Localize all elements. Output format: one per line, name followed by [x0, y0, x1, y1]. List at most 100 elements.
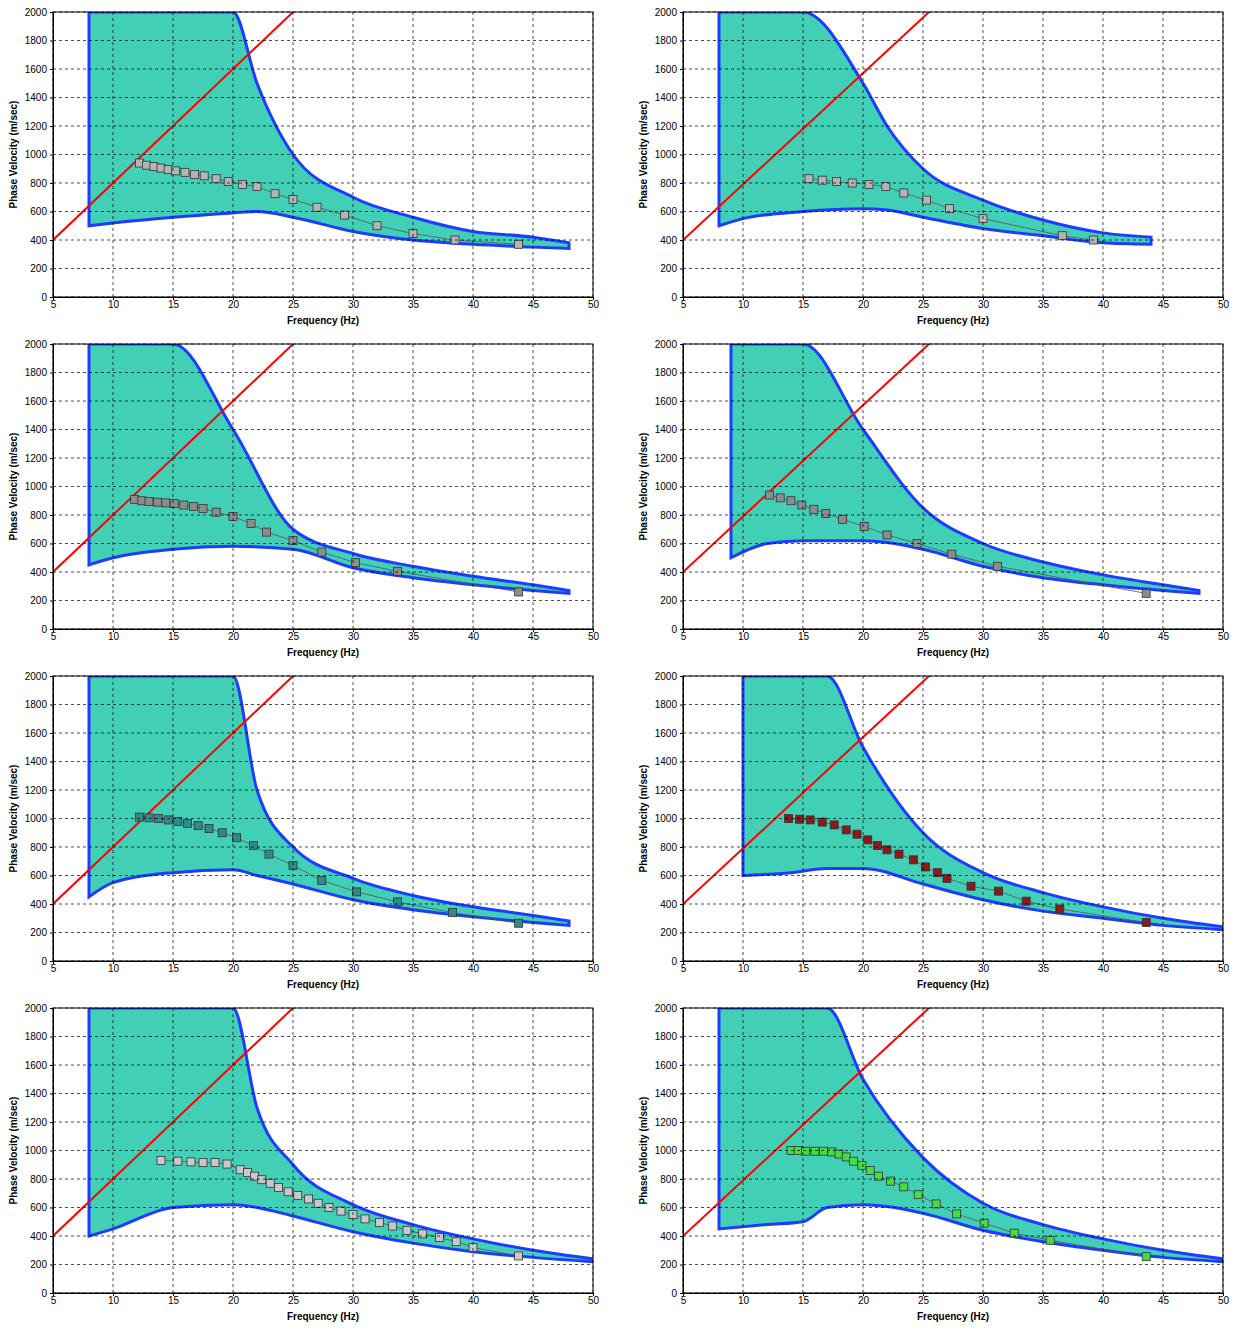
panel: 5101520253035404550020040060080010001200…: [638, 1003, 1229, 1322]
y-tick-mark: [680, 1094, 683, 1095]
x-tick-label: 50: [1218, 1295, 1230, 1306]
pick: [776, 494, 784, 502]
y-axis-line: [683, 345, 684, 630]
pick: [318, 876, 326, 884]
y-tick: 800: [660, 510, 683, 521]
pick: [806, 816, 814, 824]
x-axis-line: [684, 961, 1224, 962]
x-tick: 25: [918, 297, 930, 310]
pick: [187, 1158, 195, 1166]
y-tick-label: 1800: [655, 35, 678, 46]
pick: [833, 178, 841, 186]
grid-line-y: [53, 761, 593, 762]
y-tick-label: 1600: [655, 1060, 678, 1071]
y-tick-label: 1200: [25, 453, 48, 464]
y-tick: 1000: [655, 813, 683, 824]
grid: [53, 1008, 593, 1293]
grid-line-y: [683, 1264, 1223, 1265]
pick: [515, 1252, 523, 1260]
grid-line-y: [683, 458, 1223, 459]
grid: [53, 344, 593, 629]
pick: [883, 531, 891, 539]
pick-line: [791, 1151, 1146, 1257]
x-tick: 45: [1158, 629, 1170, 642]
grid-line-y: [683, 1093, 1223, 1094]
x-axis: 5101520253035404550: [681, 1293, 1230, 1306]
y-axis-title: Phase Velocity (m/sec): [638, 433, 649, 541]
plot-area: [53, 676, 569, 927]
x-tick: 5: [681, 629, 687, 642]
y-tick: 600: [30, 1202, 53, 1213]
y-tick-mark: [50, 676, 53, 677]
y-tick: 600: [30, 870, 53, 881]
grid-line-y: [53, 818, 593, 819]
grid-line-y: [53, 458, 593, 459]
y-tick-mark: [50, 572, 53, 573]
panel: 5101520253035404550020040060080010001200…: [638, 7, 1229, 326]
grid-line-y: [53, 875, 593, 876]
y-axis: 0200400600800100012001400160018002000: [25, 671, 54, 967]
plot-frame: [53, 12, 593, 297]
pick: [993, 562, 1001, 570]
y-tick: 1000: [655, 481, 683, 492]
plot-area: [683, 676, 1223, 930]
x-axis-line: [54, 961, 594, 962]
pick: [858, 1161, 866, 1169]
y-tick-mark: [50, 705, 53, 706]
y-tick-label: 1000: [25, 149, 48, 160]
x-tick: 35: [408, 1293, 420, 1306]
pick: [199, 1159, 207, 1167]
x-tick-label: 25: [918, 963, 930, 974]
y-tick-mark: [50, 876, 53, 877]
plot-area: [53, 1008, 593, 1262]
grid-line-y: [683, 1236, 1223, 1237]
x-tick-label: 25: [288, 631, 300, 642]
x-tick: 30: [978, 297, 990, 310]
y-axis-line: [53, 13, 54, 298]
y-tick-label: 2000: [655, 671, 678, 682]
pick-line: [789, 819, 1147, 923]
y-tick-label: 1800: [25, 699, 48, 710]
x-tick: 35: [1038, 1293, 1050, 1306]
pick: [263, 528, 271, 536]
grid-line-y: [53, 600, 593, 601]
x-tick-label: 45: [1158, 1295, 1170, 1306]
x-tick-label: 40: [468, 1295, 480, 1306]
y-tick-label: 2000: [25, 671, 48, 682]
y-axis-title: Phase Velocity (m/sec): [8, 433, 19, 541]
y-tick-mark: [50, 933, 53, 934]
pick: [873, 842, 881, 850]
x-tick: 15: [168, 961, 180, 974]
pick: [860, 522, 868, 530]
y-tick: 0: [671, 292, 683, 303]
y-tick-label: 1800: [655, 1031, 678, 1042]
y-tick-label: 800: [660, 1174, 677, 1185]
x-tick: 35: [408, 961, 420, 974]
x-axis-title: Frequency (Hz): [917, 315, 989, 326]
pick: [223, 1160, 231, 1168]
grid-line-y: [683, 875, 1223, 876]
grid-line-y: [53, 1093, 593, 1094]
y-tick: 1400: [25, 424, 53, 435]
pick: [1056, 905, 1064, 913]
y-tick: 200: [30, 263, 53, 274]
y-tick: 600: [660, 538, 683, 549]
x-tick: 25: [288, 297, 300, 310]
x-tick: 45: [1158, 297, 1170, 310]
grid-line-y: [53, 543, 593, 544]
y-tick-mark: [50, 790, 53, 791]
y-tick-label: 2000: [655, 339, 678, 350]
y-axis-title: Phase Velocity (m/sec): [8, 101, 19, 209]
pick: [294, 1191, 302, 1199]
pick: [249, 842, 257, 850]
y-tick: 200: [660, 1259, 683, 1270]
panel: 5101520253035404550020040060080010001200…: [8, 339, 599, 658]
x-tick: 35: [1038, 629, 1050, 642]
plot-area: [53, 12, 569, 249]
x-axis-line: [684, 629, 1224, 630]
y-tick-label: 800: [30, 510, 47, 521]
y-tick-label: 1200: [25, 121, 48, 132]
y-tick-label: 200: [660, 595, 677, 606]
grid-line-y: [53, 126, 593, 127]
y-tick-mark: [680, 961, 683, 962]
